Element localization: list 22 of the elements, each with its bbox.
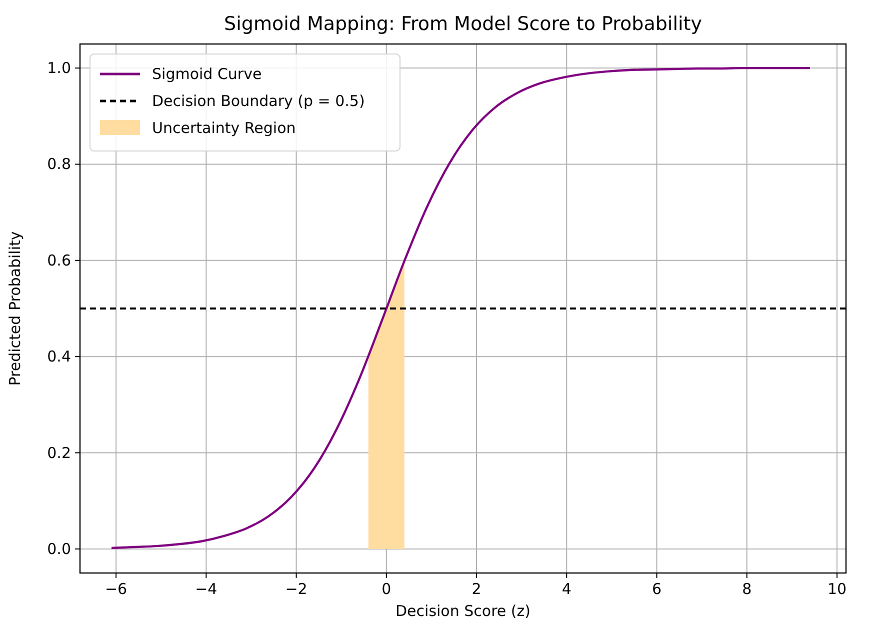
x-tick-label: 2 [472, 580, 482, 598]
y-tick-label: 0.8 [47, 155, 71, 174]
legend-label: Sigmoid Curve [152, 65, 262, 83]
y-tick-label: 0.2 [47, 444, 71, 462]
y-tick-label: 1.0 [47, 59, 71, 78]
line-series [110, 66, 812, 550]
legend-label: Decision Boundary (p = 0.5) [152, 92, 365, 110]
x-tick-label: 4 [562, 580, 572, 598]
x-tick-label: 10 [827, 580, 847, 598]
x-tick-label: 0 [382, 580, 392, 598]
x-tick-label: −2 [285, 580, 308, 598]
y-tick-label: 0.6 [47, 251, 71, 270]
y-axis-title: Predicted Probability [6, 231, 24, 386]
x-tick-label: −4 [195, 580, 218, 598]
chart-title: Sigmoid Mapping: From Model Score to Probability [224, 13, 702, 35]
x-axis-title: Decision Score (z) [396, 602, 530, 620]
legend-label: Uncertainty Region [152, 119, 296, 137]
y-tick-label: 0.4 [47, 348, 71, 366]
x-tick-label: 8 [742, 580, 752, 598]
x-tick-label: −6 [104, 580, 128, 598]
x-tick-label: 6 [652, 580, 662, 598]
y-tick-label: 0.0 [47, 540, 71, 558]
